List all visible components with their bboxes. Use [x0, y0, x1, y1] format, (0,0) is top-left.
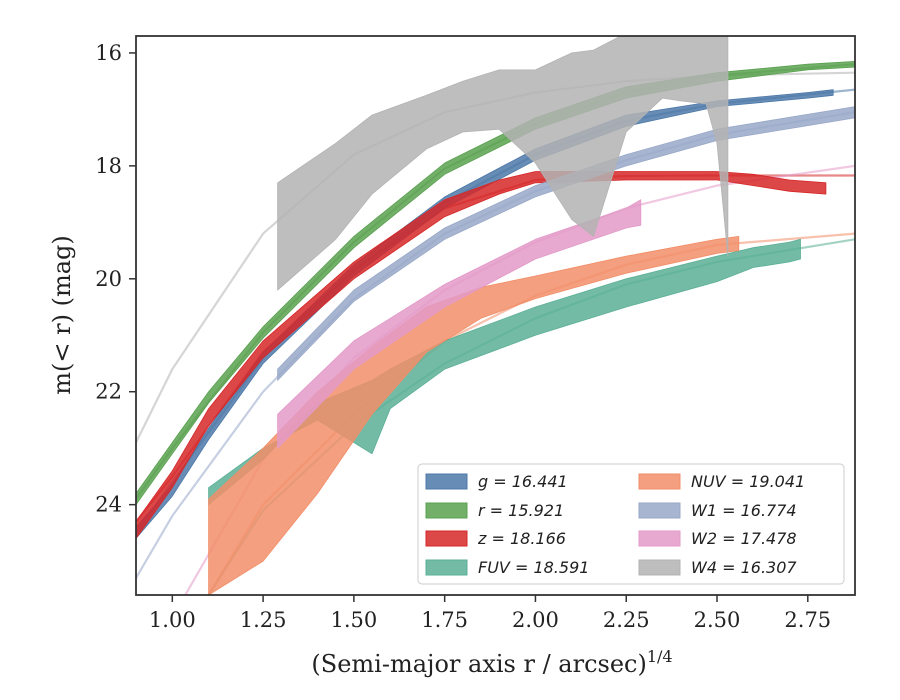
y-tick-label: 22 — [95, 380, 122, 404]
legend: g = 16.441 r = 15.921 z = 18.166 FUV = 18.5… — [417, 463, 845, 585]
x-tick-label: 1.50 — [330, 608, 377, 632]
plot-frame — [135, 35, 856, 596]
legend-swatch-nuv — [638, 473, 681, 490]
profile-bands — [136, 36, 855, 595]
x-axis-label-exponent: 1/4 — [647, 647, 673, 666]
legend-label-nuv: NUV = 19.041 — [691, 472, 805, 491]
legend-swatch-z — [425, 530, 468, 547]
legend-swatch-w2 — [638, 530, 681, 547]
x-tick-label: 2.50 — [694, 608, 741, 632]
y-tick-label: 24 — [95, 493, 122, 517]
legend-swatch-w4 — [638, 559, 681, 576]
y-axis-label: m(< r) (mag) — [48, 235, 76, 394]
legend-swatch-fuv — [425, 559, 468, 576]
x-tick-label: 1.75 — [421, 608, 468, 632]
x-axis-label: (Semi-major axis r / arcsec)1/4 — [311, 647, 672, 678]
legend-label-r: r = 15.921 — [478, 501, 564, 520]
x-axis-label-text: (Semi-major axis r / arcsec) — [311, 650, 646, 678]
plot-area — [136, 36, 855, 595]
x-tick-label: 2.00 — [512, 608, 559, 632]
x-tick-label: 1.25 — [240, 608, 287, 632]
y-tick-label: 18 — [95, 154, 122, 178]
y-tick-label: 20 — [95, 267, 122, 291]
legend-label-g: g = 16.441 — [478, 472, 568, 491]
band-w2 — [277, 199, 642, 449]
axis-ticks: 1.00 1.25 1.50 1.75 2.00 2.25 2.50 2.75 16 18 20 22… — [95, 41, 831, 632]
legend-label-w4: W4 = 16.307 — [691, 558, 797, 577]
band-w1 — [277, 106, 855, 381]
legend-swatch-w1 — [638, 502, 681, 519]
band-z — [136, 171, 827, 539]
legend-label-fuv: FUV = 18.591 — [478, 558, 589, 577]
band-r — [136, 61, 855, 506]
x-tick-label: 2.25 — [603, 608, 650, 632]
y-tick-label: 16 — [95, 41, 122, 65]
x-tick-label: 2.75 — [784, 608, 831, 632]
legend-label-w2: W2 = 17.478 — [691, 529, 797, 548]
legend-label-z: z = 18.166 — [477, 529, 566, 548]
x-tick-label: 1.00 — [149, 608, 196, 632]
legend-box — [417, 463, 845, 585]
legend-swatch-r — [425, 502, 468, 519]
legend-label-w1: W1 = 16.774 — [691, 501, 797, 520]
legend-swatch-g — [425, 473, 468, 490]
band-w4 — [277, 36, 729, 291]
